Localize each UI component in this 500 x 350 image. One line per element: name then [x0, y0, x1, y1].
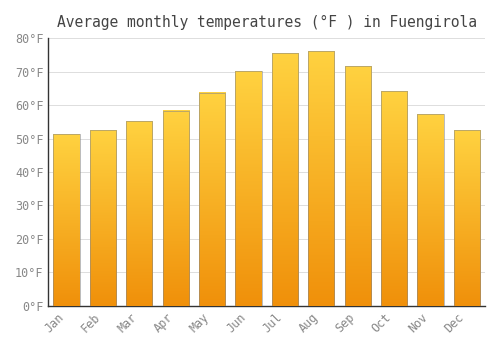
Bar — [381, 91, 407, 306]
Title: Average monthly temperatures (°F ) in Fuengirola: Average monthly temperatures (°F ) in Fu… — [56, 15, 476, 30]
Bar — [199, 93, 225, 306]
Bar — [344, 66, 370, 306]
Bar — [90, 130, 116, 306]
Bar — [54, 134, 80, 306]
Bar — [418, 114, 444, 306]
Bar — [162, 111, 189, 306]
Bar — [272, 53, 298, 306]
Bar — [308, 51, 334, 306]
Bar — [454, 130, 480, 306]
Bar — [126, 121, 152, 306]
Bar — [236, 71, 262, 306]
